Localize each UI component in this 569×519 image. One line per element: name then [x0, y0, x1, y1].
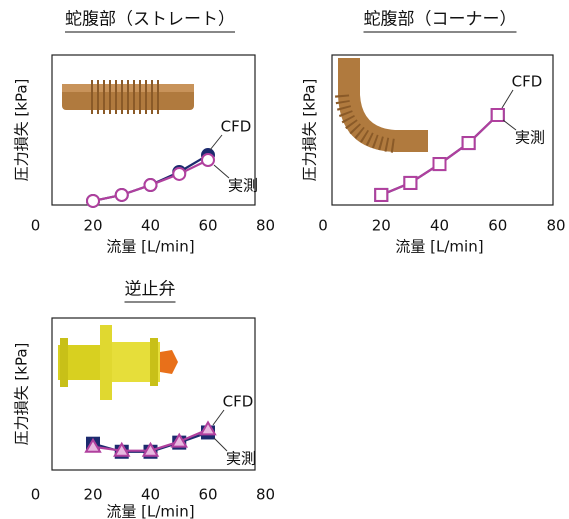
x-tick-label: 20: [372, 217, 391, 235]
check-valve-image: [58, 325, 178, 400]
data-point: [492, 109, 504, 121]
chart-title: 逆止弁: [125, 280, 176, 300]
x-axis-label: 流量 [L/min]: [106, 238, 194, 256]
bellows-corner-image: [338, 58, 428, 152]
x-tick-label: 0: [318, 217, 328, 235]
figure: 蛇腹部（ストレート） 0 20 40 60 80 流量 [L/min] 圧力損失 [kPa] C…: [0, 0, 569, 519]
x-axis-label: 流量 [L/min]: [106, 503, 194, 519]
data-point: [463, 137, 475, 149]
x-tick-label: 80: [256, 486, 275, 504]
data-point: [87, 195, 99, 207]
series-label: 実測: [515, 129, 545, 147]
x-tick-label: 80: [546, 217, 565, 235]
series-label: CFD: [512, 73, 543, 91]
data-point: [173, 168, 185, 180]
chart-panel: 逆止弁 0 20 40 60 80 流量 [L/min] 圧力損失 [kPa] CFD 実測: [13, 280, 276, 519]
data-point: [145, 179, 157, 191]
series-label: 実測: [228, 177, 258, 195]
series-line: [381, 115, 498, 195]
x-tick-label: 60: [488, 217, 507, 235]
bellows-straight-image: [62, 80, 194, 114]
x-tick-label: 60: [198, 486, 217, 504]
x-axis-label: 流量 [L/min]: [395, 238, 483, 256]
x-tick-label: 40: [141, 217, 160, 235]
x-tick-label: 0: [31, 217, 41, 235]
y-axis-label: 圧力損失 [kPa]: [13, 343, 31, 446]
data-point: [202, 154, 214, 166]
series-line: [381, 115, 498, 195]
x-tick-label: 60: [198, 217, 217, 235]
chart-title: 蛇腹部（ストレート）: [65, 10, 235, 30]
series-line: [93, 155, 208, 201]
label-leader: [214, 165, 229, 178]
label-leader: [502, 90, 513, 108]
label-leader: [213, 410, 224, 425]
x-tick-label: 20: [83, 486, 102, 504]
chart-panel: 蛇腹部（ストレート） 0 20 40 60 80 流量 [L/min] 圧力損失 [kPa] C…: [13, 10, 276, 256]
data-point: [404, 177, 416, 189]
x-tick-label: 0: [31, 486, 41, 504]
chart-panel: 蛇腹部（コーナー） 0 20 40 60 80 流量 [L/min] 圧力損失 [kPa] CF…: [301, 10, 566, 256]
x-tick-label: 20: [83, 217, 102, 235]
chart-title: 蛇腹部（コーナー）: [364, 10, 517, 30]
series-label: CFD: [223, 393, 254, 411]
x-tick-label: 80: [256, 217, 275, 235]
data-point: [116, 189, 128, 201]
data-point: [375, 189, 387, 201]
x-tick-label: 40: [141, 486, 160, 504]
label-leader: [210, 135, 222, 150]
y-axis-label: 圧力損失 [kPa]: [13, 79, 31, 182]
series-label: CFD: [221, 118, 252, 136]
x-tick-label: 40: [430, 217, 449, 235]
y-axis-label: 圧力損失 [kPa]: [301, 79, 319, 182]
series-label: 実測: [226, 450, 256, 468]
data-point: [434, 158, 446, 170]
